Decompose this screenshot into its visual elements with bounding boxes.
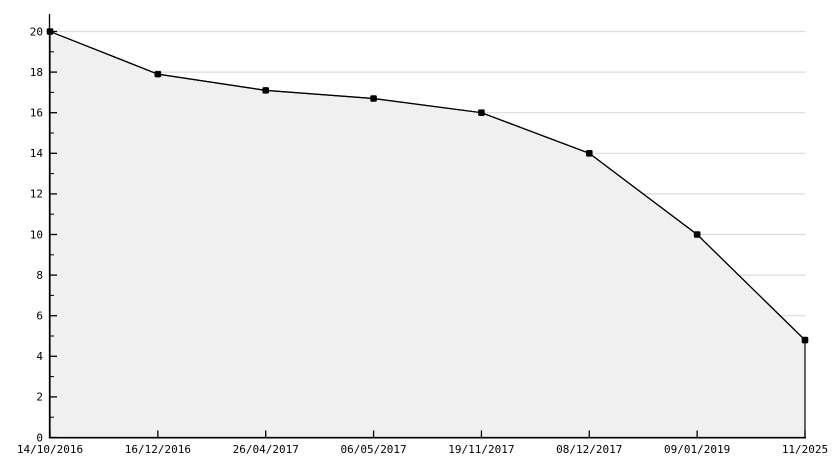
axis-ticks: [49, 30, 806, 439]
data-point-marker: [585, 150, 593, 157]
y-axis-labels: 0 2 4 6 8 10 12 14 16 18 20: [30, 25, 44, 444]
x-tick-label: 08/12/2017: [556, 443, 622, 456]
x-tick-label: 11/2025: [782, 443, 828, 456]
x-tick-label: 14/10/2016: [17, 443, 83, 456]
y-tick-label: 14: [30, 147, 44, 160]
y-tick-label: 18: [30, 66, 43, 79]
x-tick-label: 06/05/2017: [340, 443, 406, 456]
data-point-marker: [693, 231, 701, 238]
x-tick-label: 09/01/2019: [664, 443, 730, 456]
data-point-marker: [370, 95, 377, 102]
axes: [48, 14, 806, 439]
y-tick-label: 2: [36, 391, 43, 404]
series-line: [49, 30, 806, 341]
x-axis-labels: 14/10/2016 16/12/2016 26/04/2017 06/05/2017…: [17, 443, 828, 456]
x-tick-label: 19/11/2017: [448, 443, 514, 456]
data-point-marker: [801, 336, 809, 344]
data-point-marker: [154, 70, 162, 78]
y-tick-label: 8: [36, 269, 43, 282]
y-tick-label: 6: [36, 310, 43, 323]
data-point-marker: [478, 109, 485, 116]
x-tick-label: 16/12/2016: [125, 443, 191, 456]
y-tick-label: 10: [30, 228, 43, 241]
y-tick-label: 20: [30, 25, 43, 38]
y-tick-label: 12: [30, 188, 43, 201]
data-point-marker: [262, 87, 270, 94]
x-tick-label: 26/04/2017: [233, 443, 299, 456]
y-tick-label: 16: [30, 107, 43, 120]
series-area: [49, 30, 806, 439]
y-tick-label: 0: [36, 431, 43, 444]
data-series: [49, 30, 806, 439]
y-tick-label: 4: [36, 350, 43, 363]
